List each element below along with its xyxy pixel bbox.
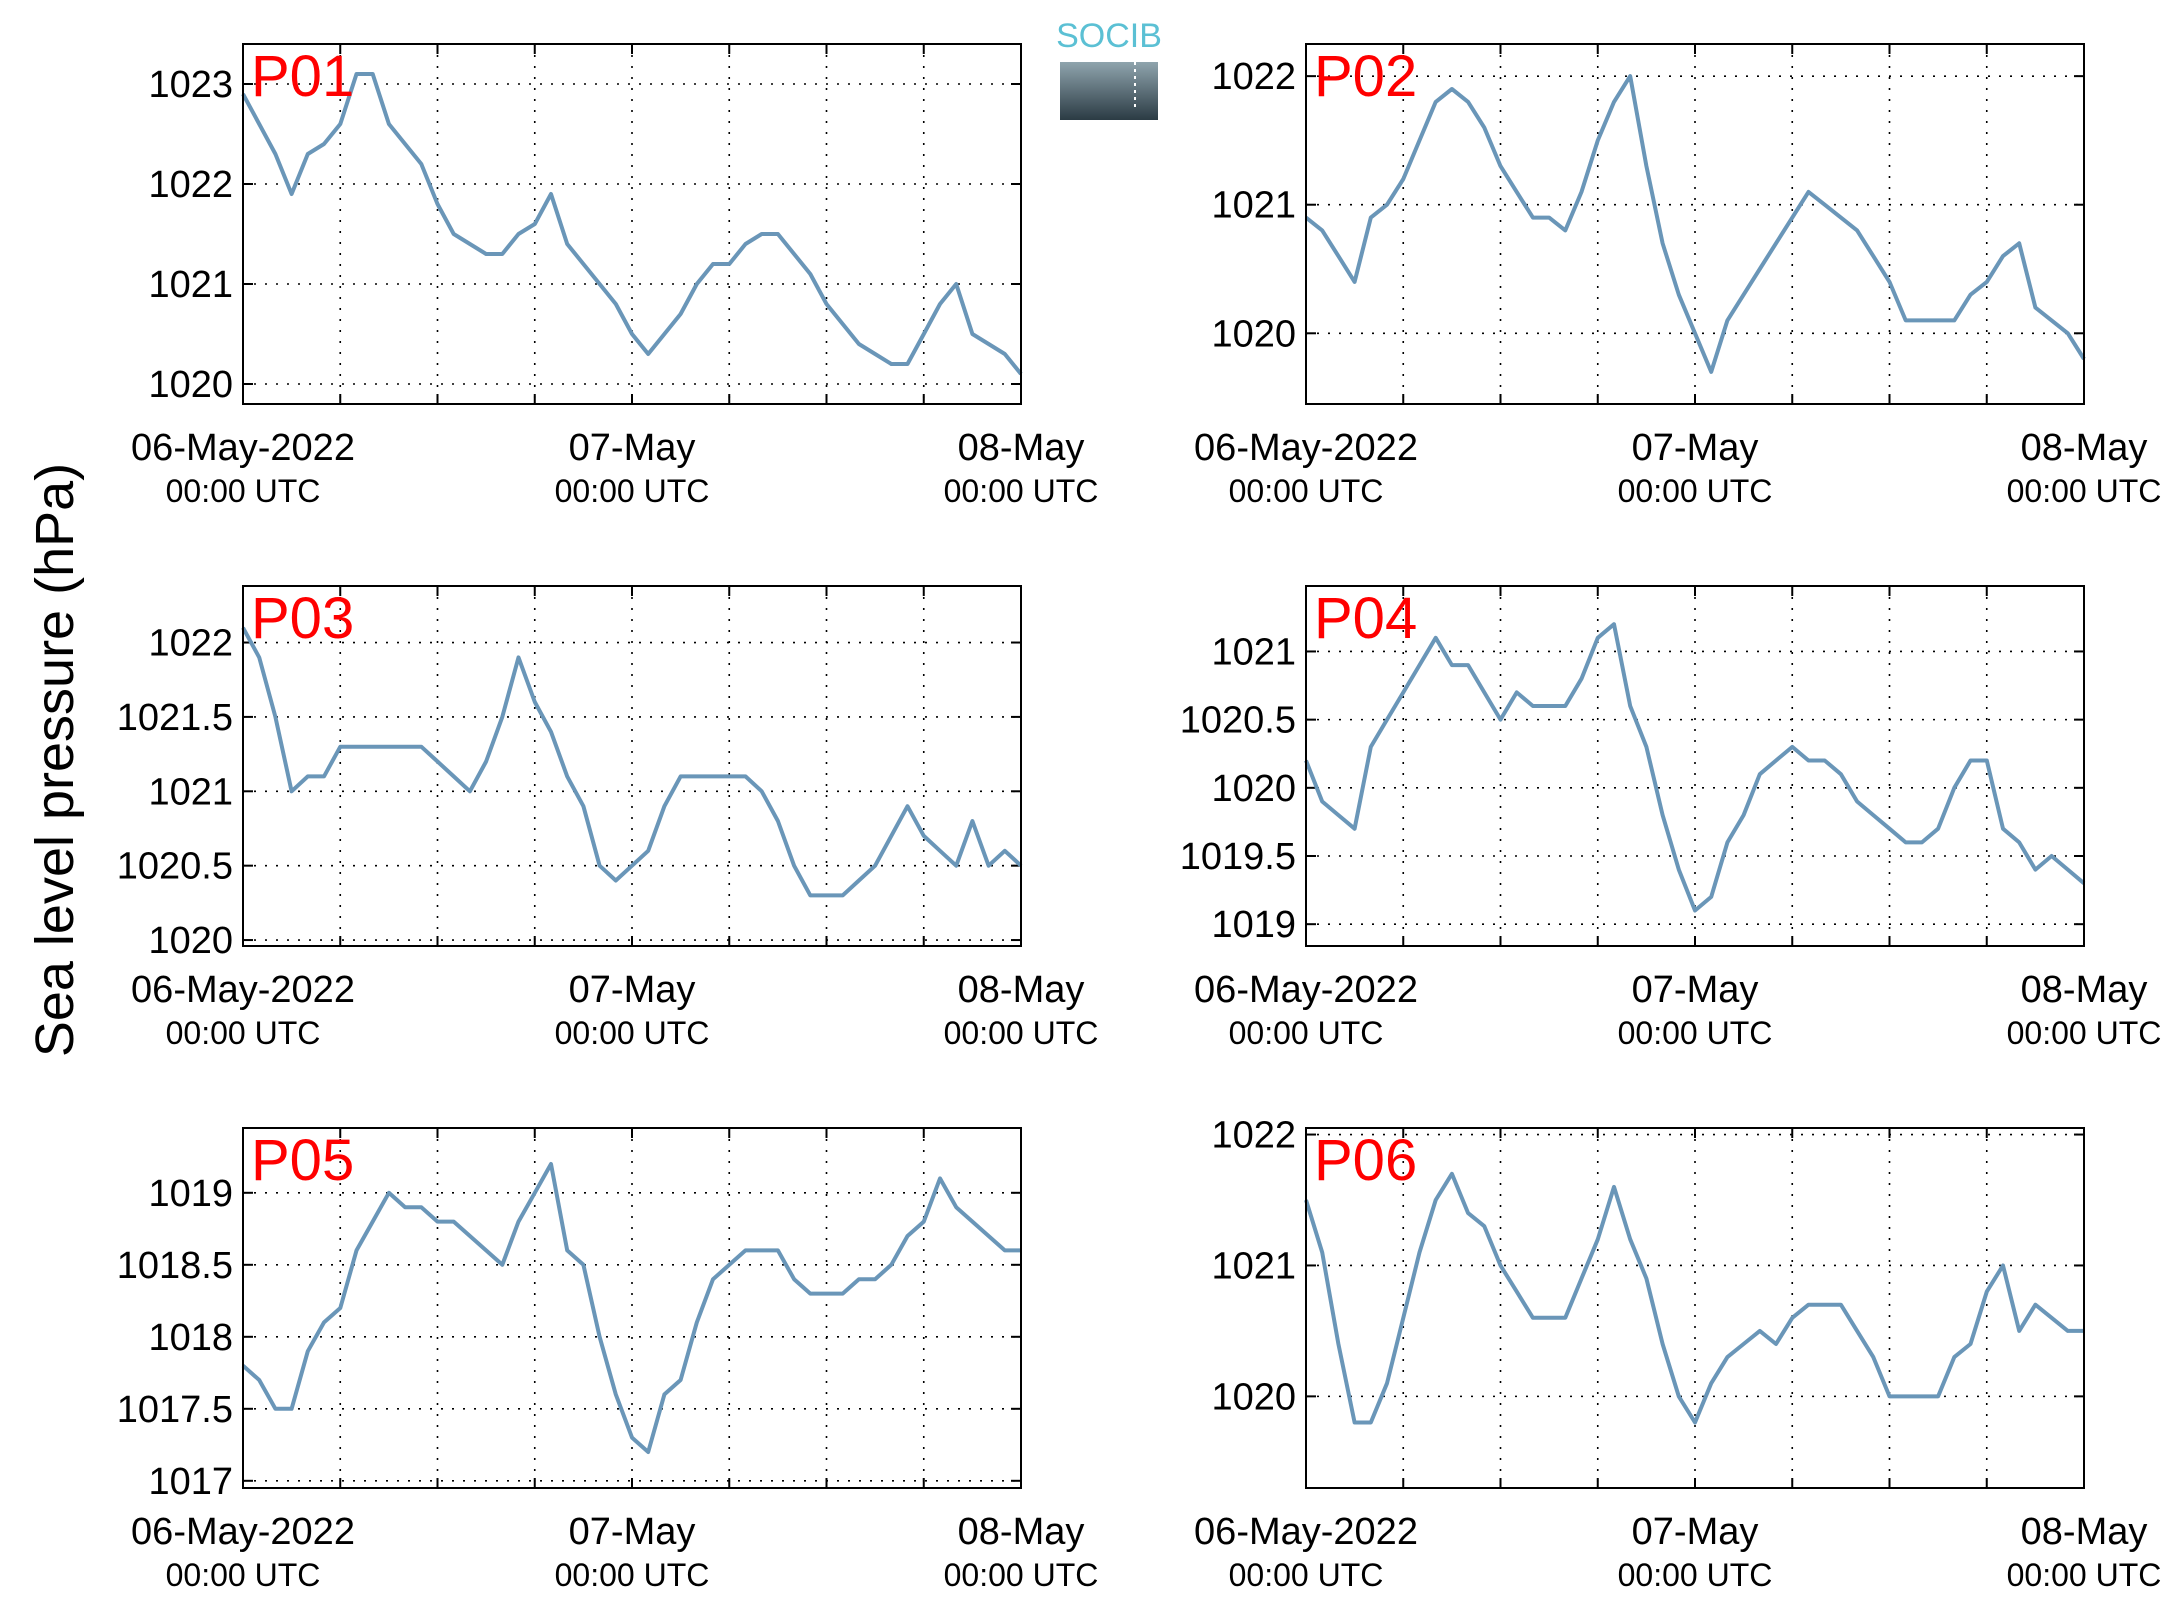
y-tick-label: 1021: [1211, 1245, 1296, 1287]
y-tick-label: 1021: [148, 771, 233, 813]
pressure-line-p06: [1304, 1171, 2084, 1425]
y-tick-label: 1020.5: [1180, 700, 1296, 742]
y-tick-label: 1020: [1211, 313, 1296, 355]
chart-panel-p02: 1020 1021 1022 06-May-2022 00:00 UTC 07-May 00…: [1194, 43, 2162, 509]
x-tick-label-date: 08-May: [958, 1511, 1085, 1553]
y-tick-label: 1021: [148, 264, 233, 306]
station-label-p05: P05: [251, 1128, 354, 1193]
y-tick-label: 1018: [148, 1317, 233, 1359]
y-tick-label: 1022: [148, 623, 233, 665]
y-tick-label: 1020: [1211, 768, 1296, 810]
plot-frame: [1305, 585, 2085, 947]
station-label-p03: P03: [251, 586, 354, 651]
pressure-line-p04: [1304, 622, 2086, 913]
y-tick-label: 1019: [1211, 904, 1296, 946]
x-tick-label-time: 00:00 UTC: [944, 1015, 1099, 1051]
x-tick-label-time: 00:00 UTC: [1229, 473, 1384, 509]
x-tick-label-time: 00:00 UTC: [166, 473, 321, 509]
y-tick-label: 1020: [1211, 1376, 1296, 1418]
x-tick-label-time: 00:00 UTC: [1618, 1557, 1773, 1593]
chart-panel-p05: 1017 1017.5 1018 1018.5 1019 06-May-2022 00:00…: [117, 1127, 1099, 1593]
x-tick-label-date: 06-May-2022: [1194, 969, 1418, 1011]
y-tick-label: 1019: [148, 1173, 233, 1215]
y-tick-label: 1021: [1211, 185, 1296, 227]
x-tick-label-date: 06-May-2022: [1194, 1511, 1418, 1553]
x-tick-label-date: 07-May: [569, 1511, 696, 1553]
x-tick-label-date: 07-May: [1632, 427, 1759, 469]
pressure-line-p01: [241, 72, 1023, 376]
y-tick-label: 1023: [148, 64, 233, 106]
x-tick-label-time: 00:00 UTC: [555, 1557, 710, 1593]
x-tick-label-date: 07-May: [1632, 1511, 1759, 1553]
x-tick-label-date: 07-May: [1632, 969, 1759, 1011]
x-tick-label-time: 00:00 UTC: [1229, 1015, 1384, 1051]
x-tick-label-date: 08-May: [958, 969, 1085, 1011]
y-tick-label: 1021: [1211, 631, 1296, 673]
chart-panel-p01: 1020 1021 1022 1023 06-May-2022 00:00 UTC 07-M…: [131, 43, 1099, 509]
x-tick-label-time: 00:00 UTC: [2007, 1557, 2162, 1593]
station-label-p06: P06: [1314, 1128, 1417, 1193]
x-tick-label-time: 00:00 UTC: [2007, 1015, 2162, 1051]
x-tick-label-time: 00:00 UTC: [1618, 473, 1773, 509]
x-tick-label-date: 06-May-2022: [131, 1511, 355, 1553]
plot-frame: [242, 43, 1022, 405]
x-tick-label-time: 00:00 UTC: [555, 1015, 710, 1051]
x-tick-label-date: 08-May: [2021, 1511, 2148, 1553]
y-tick-label: 1019.5: [1180, 836, 1296, 878]
x-tick-label-time: 00:00 UTC: [166, 1015, 321, 1051]
x-tick-label-time: 00:00 UTC: [1229, 1557, 1384, 1593]
pressure-line-p02: [1304, 74, 2086, 374]
y-tick-label: 1021.5: [117, 697, 233, 739]
y-tick-label: 1020: [148, 920, 233, 962]
y-tick-label: 1020: [148, 364, 233, 406]
plot-frame: [242, 585, 1022, 947]
station-label-p04: P04: [1314, 586, 1417, 651]
y-tick-label: 1017.5: [117, 1389, 233, 1431]
x-tick-label-date: 06-May-2022: [1194, 427, 1418, 469]
x-tick-label-time: 00:00 UTC: [944, 473, 1099, 509]
y-tick-label: 1017: [148, 1461, 233, 1503]
y-tick-label: 1022: [148, 164, 233, 206]
x-tick-label-time: 00:00 UTC: [2007, 473, 2162, 509]
logo-block: [1060, 62, 1158, 120]
station-label-p01: P01: [251, 44, 354, 109]
plot-frame: [242, 1127, 1022, 1489]
x-tick-label-time: 00:00 UTC: [944, 1557, 1099, 1593]
x-tick-label-date: 08-May: [958, 427, 1085, 469]
plot-frame: [1305, 1127, 2085, 1489]
y-tick-label: 1020.5: [117, 846, 233, 888]
x-tick-label-time: 00:00 UTC: [166, 1557, 321, 1593]
x-tick-label-date: 07-May: [569, 427, 696, 469]
x-tick-label-date: 08-May: [2021, 427, 2148, 469]
x-tick-label-time: 00:00 UTC: [555, 473, 710, 509]
x-tick-label-date: 06-May-2022: [131, 427, 355, 469]
y-tick-label: 1022: [1211, 1115, 1296, 1157]
socib-logo: SOCIB: [1056, 17, 1162, 120]
logo-text: SOCIB: [1056, 17, 1162, 55]
station-label-p02: P02: [1314, 44, 1417, 109]
x-tick-label-date: 07-May: [569, 969, 696, 1011]
chart-panel-p03: 1020 1020.5 1021 1021.5 1022 06-May-2022 00:00…: [117, 585, 1099, 1051]
pressure-line-p05: [241, 1162, 1021, 1454]
x-tick-label-date: 08-May: [2021, 969, 2148, 1011]
chart-panel-p04: 1019 1019.5 1020 1020.5 1021 06-May-2022 00:00…: [1180, 585, 2162, 1051]
plot-frame: [1305, 43, 2085, 405]
x-tick-label-time: 00:00 UTC: [1618, 1015, 1773, 1051]
y-tick-label: 1022: [1211, 56, 1296, 98]
y-tick-label: 1018.5: [117, 1245, 233, 1287]
x-tick-label-date: 06-May-2022: [131, 969, 355, 1011]
y-axis-label: Sea level pressure (hPa): [25, 462, 85, 1058]
pressure-line-p03: [241, 626, 1023, 898]
chart-panel-p06: 1020 1021 1022 06-May-2022 00:00 UTC 07-May 00…: [1194, 1115, 2161, 1593]
